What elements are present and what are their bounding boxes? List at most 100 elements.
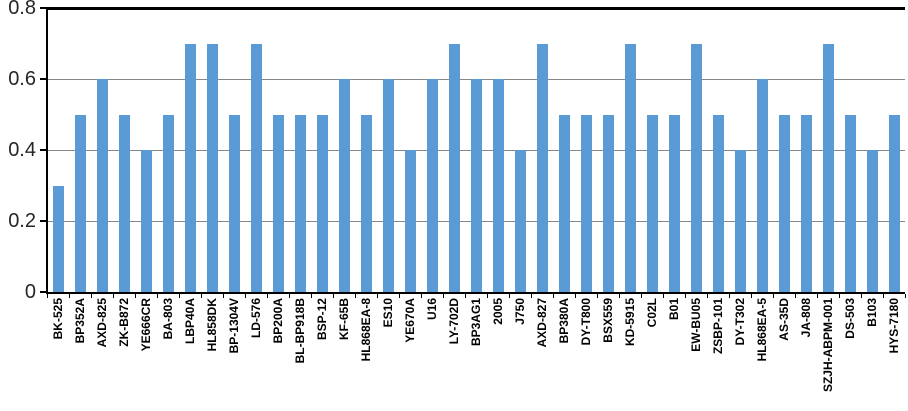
bar — [669, 115, 680, 293]
x-tick — [509, 294, 510, 298]
x-tick — [883, 294, 884, 298]
bar — [625, 44, 636, 292]
y-tick — [40, 78, 46, 80]
y-tick — [40, 220, 46, 222]
x-tick — [619, 294, 620, 298]
x-axis-label: HYS-7180 — [887, 298, 901, 354]
bar — [449, 44, 460, 292]
bar — [647, 115, 658, 293]
x-tick — [179, 294, 180, 298]
x-tick — [443, 294, 444, 298]
y-axis-label: 0.4 — [8, 139, 36, 161]
y-axis-label: 0.6 — [8, 68, 36, 90]
x-axis-label: BA-803 — [161, 298, 175, 340]
x-tick — [421, 294, 422, 298]
y-tick — [40, 291, 46, 293]
x-axis-label: KD-5915 — [623, 298, 637, 347]
x-axis-label: C02L — [645, 298, 659, 328]
y-tick — [40, 7, 46, 9]
bar — [97, 79, 108, 292]
bar — [559, 115, 570, 293]
x-tick — [531, 294, 532, 298]
x-tick — [905, 294, 906, 298]
bar — [801, 115, 812, 293]
x-axis-line — [46, 292, 905, 294]
bar — [141, 150, 152, 292]
x-tick — [91, 294, 92, 298]
x-axis-label: BP200A — [271, 298, 285, 344]
x-axis-label: SZJH-ABPM-001 — [821, 298, 835, 393]
bar — [75, 115, 86, 293]
x-tick — [795, 294, 796, 298]
x-tick — [311, 294, 312, 298]
bar — [229, 115, 240, 293]
x-tick — [289, 294, 290, 298]
x-axis-label: HL868EA-8 — [359, 298, 373, 362]
bar — [207, 44, 218, 292]
y-axis-line — [46, 8, 48, 292]
y-axis-label: 0 — [24, 281, 36, 303]
x-tick — [333, 294, 334, 298]
x-axis-label: YE666CR — [139, 298, 153, 352]
bar — [493, 79, 504, 292]
x-axis-label: AS-35D — [777, 298, 791, 341]
bar — [383, 79, 394, 292]
x-axis-label: ES10 — [381, 298, 395, 328]
x-tick — [663, 294, 664, 298]
x-axis-label: BP380A — [557, 298, 571, 344]
bar — [823, 44, 834, 292]
bar — [581, 115, 592, 293]
x-axis-label: LD-576 — [249, 298, 263, 339]
x-axis-label: HL868EA-5 — [755, 298, 769, 362]
bar — [735, 150, 746, 292]
x-axis-label: BP-1304V — [227, 298, 241, 354]
x-tick — [773, 294, 774, 298]
bar — [163, 115, 174, 293]
x-axis-label: BP352A — [73, 298, 87, 344]
bar — [295, 115, 306, 293]
x-tick — [355, 294, 356, 298]
bar — [515, 150, 526, 292]
x-tick — [465, 294, 466, 298]
x-tick — [223, 294, 224, 298]
bar — [691, 44, 702, 292]
x-axis-label: B103 — [865, 298, 879, 327]
x-axis-label: AXD-825 — [95, 298, 109, 348]
bar — [361, 115, 372, 293]
x-axis-label: 2005 — [491, 298, 505, 325]
x-axis-label: BL-BP918B — [293, 298, 307, 364]
x-tick — [135, 294, 136, 298]
x-tick — [267, 294, 268, 298]
bar — [119, 115, 130, 293]
x-tick — [245, 294, 246, 298]
bar — [845, 115, 856, 293]
x-axis-label: BK-525 — [51, 298, 65, 340]
x-axis-label: B01 — [667, 298, 681, 321]
x-tick — [729, 294, 730, 298]
bar — [53, 186, 64, 292]
x-tick — [487, 294, 488, 298]
x-axis-label: BP3AG1 — [469, 298, 483, 347]
x-axis-label: DY-T302 — [733, 298, 747, 346]
x-tick — [157, 294, 158, 298]
x-axis-label: JA-808 — [799, 298, 813, 338]
x-tick — [641, 294, 642, 298]
x-axis-label: DS-503 — [843, 298, 857, 339]
x-tick — [751, 294, 752, 298]
y-axis-label: 0.8 — [8, 0, 36, 19]
x-tick — [707, 294, 708, 298]
x-axis-label: BSP-12 — [315, 298, 329, 341]
x-axis-label: YE670A — [403, 298, 417, 343]
x-tick — [47, 294, 48, 298]
x-axis-label: HL858DK — [205, 298, 219, 352]
x-axis-label: U16 — [425, 298, 439, 321]
bar — [405, 150, 416, 292]
x-tick — [861, 294, 862, 298]
x-tick — [685, 294, 686, 298]
bar — [317, 115, 328, 293]
y-tick — [40, 149, 46, 151]
x-tick — [597, 294, 598, 298]
x-tick — [113, 294, 114, 298]
bar — [867, 150, 878, 292]
x-axis-label: LBP40A — [183, 298, 197, 345]
